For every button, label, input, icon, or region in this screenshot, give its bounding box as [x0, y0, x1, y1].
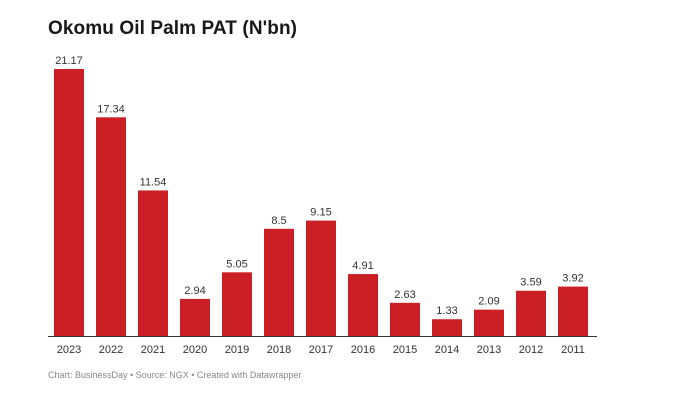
- x-tick-label-2013: 2013: [477, 344, 501, 356]
- bar-2012: [516, 290, 546, 336]
- value-label-2018: 8.5: [271, 215, 286, 227]
- bar-2017: [306, 220, 336, 336]
- bar-2016: [348, 274, 378, 336]
- x-tick-label-2012: 2012: [519, 344, 543, 356]
- x-tick-label-2019: 2019: [225, 344, 249, 356]
- value-label-2019: 5.05: [226, 258, 247, 270]
- bar-2021: [138, 190, 168, 336]
- x-tick-label-2016: 2016: [351, 344, 375, 356]
- value-label-2013: 2.09: [478, 296, 499, 308]
- bars-layer: 21.17 2023 17.34 2022 11.54 2021 2.94 2020 5.05 2…: [54, 55, 588, 356]
- value-label-2020: 2.94: [184, 285, 205, 297]
- value-label-2014: 1.33: [436, 305, 457, 317]
- x-tick-label-2015: 2015: [393, 344, 417, 356]
- bar-2013: [474, 309, 504, 336]
- value-label-2021: 11.54: [140, 176, 167, 188]
- bar-2020: [180, 298, 210, 336]
- value-label-2016: 4.91: [352, 260, 373, 272]
- value-label-2017: 9.15: [310, 207, 331, 219]
- bar-2023: [54, 69, 84, 336]
- x-tick-label-2011: 2011: [561, 344, 585, 356]
- bar-2022: [96, 117, 126, 336]
- x-tick-label-2014: 2014: [435, 344, 459, 356]
- bar-2018: [264, 228, 294, 336]
- bar-2014: [432, 319, 462, 336]
- bar-2019: [222, 272, 252, 336]
- chart-footer: Chart: BusinessDay • Source: NGX • Creat…: [48, 370, 302, 380]
- chart-title: Okomu Oil Palm PAT (N'bn): [48, 18, 298, 39]
- x-tick-label-2023: 2023: [57, 344, 81, 356]
- value-label-2022: 17.34: [97, 103, 125, 115]
- x-tick-label-2021: 2021: [141, 344, 165, 356]
- x-tick-label-2018: 2018: [267, 344, 291, 356]
- value-label-2011: 3.92: [562, 273, 583, 285]
- x-tick-label-2017: 2017: [309, 344, 333, 356]
- x-tick-label-2020: 2020: [183, 344, 207, 356]
- bar-2015: [390, 302, 420, 336]
- x-tick-label-2022: 2022: [99, 344, 123, 356]
- value-label-2012: 3.59: [520, 277, 541, 289]
- value-label-2015: 2.63: [394, 289, 415, 301]
- value-label-2023: 21.17: [55, 55, 83, 67]
- bar-2011: [558, 286, 588, 336]
